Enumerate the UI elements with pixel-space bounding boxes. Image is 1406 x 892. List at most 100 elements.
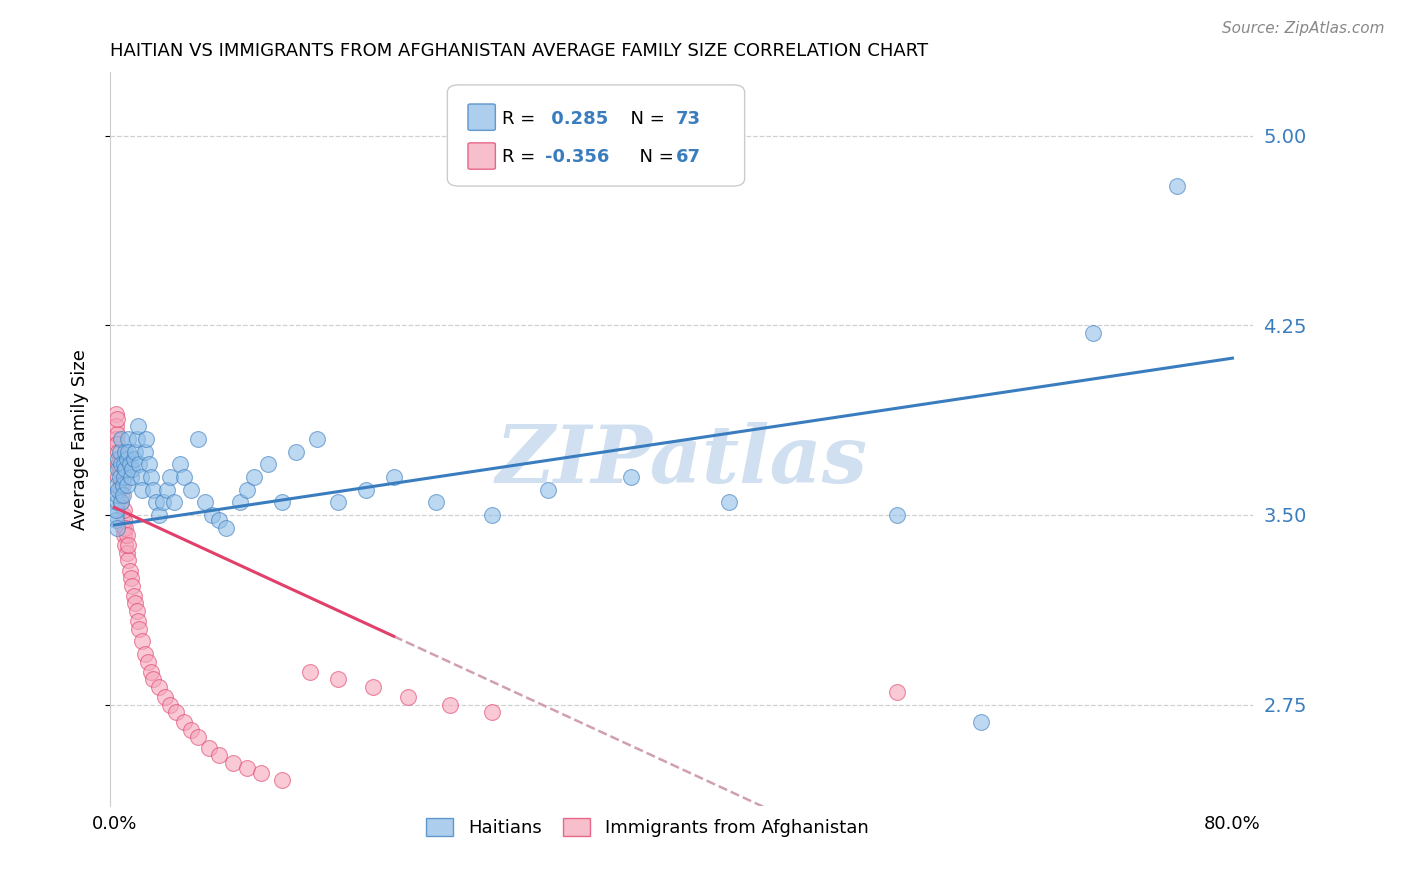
Point	[115, 528, 138, 542]
Point	[120, 571, 142, 585]
Point	[425, 495, 447, 509]
Point	[886, 685, 908, 699]
Point	[145, 495, 167, 509]
Point	[156, 483, 179, 497]
Point	[165, 705, 187, 719]
Point	[148, 508, 170, 522]
Text: Source: ZipAtlas.com: Source: ZipAtlas.com	[1222, 21, 1385, 36]
Point	[198, 740, 221, 755]
Point	[124, 596, 146, 610]
Point	[139, 470, 162, 484]
Point	[105, 412, 128, 426]
Point	[104, 419, 127, 434]
Text: R =: R =	[502, 110, 541, 128]
Point	[970, 715, 993, 730]
Point	[117, 538, 139, 552]
Point	[107, 470, 129, 484]
Point	[139, 665, 162, 679]
Point	[187, 731, 209, 745]
Point	[215, 520, 238, 534]
Y-axis label: Average Family Size: Average Family Size	[72, 349, 89, 530]
Point	[105, 427, 128, 442]
Text: 67: 67	[676, 148, 702, 167]
Point	[111, 520, 134, 534]
Point	[107, 462, 129, 476]
Point	[326, 495, 349, 509]
Point	[108, 452, 131, 467]
Point	[110, 495, 132, 509]
Text: 0.285: 0.285	[544, 110, 607, 128]
Point	[111, 488, 134, 502]
Point	[120, 470, 142, 484]
Point	[382, 470, 405, 484]
Point	[122, 589, 145, 603]
Point	[152, 495, 174, 509]
Point	[138, 458, 160, 472]
Point	[129, 470, 152, 484]
Point	[111, 477, 134, 491]
Point	[112, 503, 135, 517]
Point	[134, 444, 156, 458]
Point	[110, 477, 132, 491]
Point	[250, 765, 273, 780]
Point	[271, 495, 294, 509]
Point	[104, 508, 127, 522]
Point	[127, 614, 149, 628]
Point	[208, 748, 231, 763]
Point	[718, 495, 741, 509]
Point	[163, 495, 186, 509]
Point	[110, 458, 132, 472]
Point	[125, 432, 148, 446]
FancyBboxPatch shape	[468, 104, 495, 130]
Point	[110, 495, 132, 509]
Point	[105, 437, 128, 451]
Point	[481, 508, 503, 522]
FancyBboxPatch shape	[468, 143, 495, 169]
Point	[439, 698, 461, 712]
Text: N =: N =	[628, 148, 679, 167]
Point	[114, 538, 136, 552]
FancyBboxPatch shape	[447, 85, 745, 186]
Point	[105, 520, 128, 534]
Point	[285, 444, 308, 458]
Point	[107, 458, 129, 472]
Point	[110, 432, 132, 446]
Point	[354, 483, 377, 497]
Point	[110, 488, 132, 502]
Point	[169, 458, 191, 472]
Point	[128, 622, 150, 636]
Text: HAITIAN VS IMMIGRANTS FROM AFGHANISTAN AVERAGE FAMILY SIZE CORRELATION CHART: HAITIAN VS IMMIGRANTS FROM AFGHANISTAN A…	[110, 42, 928, 60]
Point	[112, 470, 135, 484]
Point	[104, 513, 127, 527]
Point	[142, 673, 165, 687]
Point	[271, 773, 294, 788]
Text: ZIPatlas: ZIPatlas	[496, 422, 868, 500]
Point	[326, 673, 349, 687]
Point	[620, 470, 643, 484]
Point	[112, 458, 135, 472]
Point	[159, 470, 181, 484]
Point	[115, 477, 138, 491]
Point	[173, 715, 195, 730]
Point	[201, 508, 224, 522]
Point	[115, 546, 138, 560]
Point	[305, 432, 328, 446]
Point	[127, 419, 149, 434]
Point	[112, 513, 135, 527]
Point	[222, 756, 245, 770]
Point	[121, 462, 143, 476]
Point	[124, 444, 146, 458]
Point	[114, 444, 136, 458]
Point	[208, 513, 231, 527]
Point	[148, 680, 170, 694]
Point	[114, 462, 136, 476]
Point	[125, 604, 148, 618]
Text: -0.356: -0.356	[544, 148, 609, 167]
Point	[481, 705, 503, 719]
Point	[1081, 326, 1104, 340]
Point	[136, 655, 159, 669]
Legend: Haitians, Immigrants from Afghanistan: Haitians, Immigrants from Afghanistan	[419, 811, 876, 845]
Point	[117, 553, 139, 567]
Point	[117, 444, 139, 458]
Point	[243, 470, 266, 484]
